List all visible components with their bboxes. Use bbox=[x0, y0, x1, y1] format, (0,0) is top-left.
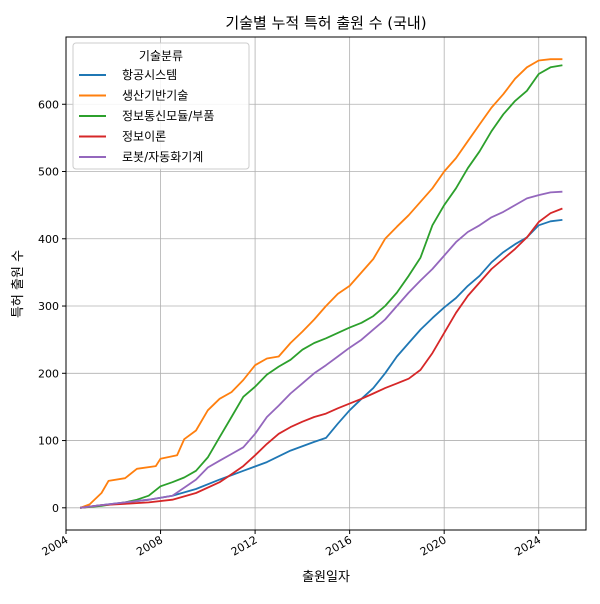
series-line-3 bbox=[80, 64, 563, 509]
y-tick-label: 300 bbox=[38, 300, 59, 313]
legend-label: 정보이론 bbox=[122, 130, 166, 144]
y-tick-label: 200 bbox=[38, 367, 59, 380]
y-axis-label: 특허 출원 수 bbox=[11, 250, 26, 318]
series-line-2 bbox=[79, 58, 563, 509]
x-axis-label: 출원일자 bbox=[302, 570, 350, 585]
y-tick-label: 0 bbox=[52, 502, 59, 515]
series-line-4 bbox=[80, 207, 563, 509]
y-tick-label: 400 bbox=[38, 233, 59, 246]
plot-frame bbox=[65, 36, 587, 531]
legend-label: 로봇/자동화기계 bbox=[122, 150, 203, 164]
y-tick-label: 600 bbox=[38, 98, 59, 111]
series-line-5 bbox=[80, 190, 563, 509]
chart-title: 기술별 누적 특허 출원 수 (국내) bbox=[225, 14, 426, 32]
series-line-1 bbox=[80, 219, 563, 509]
y-tick-label: 100 bbox=[38, 435, 59, 448]
legend-box bbox=[72, 42, 250, 170]
y-tick-label: 500 bbox=[38, 166, 59, 179]
y-axis-ticks: 0 100 200 300 400 500 600 bbox=[38, 98, 66, 515]
legend-label: 항공시스템 bbox=[122, 68, 177, 82]
series-lines bbox=[79, 58, 563, 509]
legend-title: 기술분류 bbox=[139, 49, 183, 63]
legend-label: 정보통신모듈/부품 bbox=[122, 109, 214, 123]
legend-label: 생산기반기술 bbox=[122, 89, 188, 103]
